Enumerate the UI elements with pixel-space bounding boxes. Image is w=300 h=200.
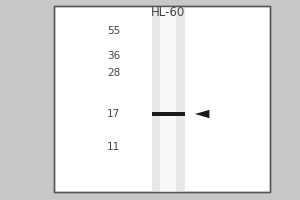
- Bar: [160, 6, 176, 192]
- Bar: [152, 112, 184, 116]
- Text: 36: 36: [107, 51, 120, 61]
- Text: HL-60: HL-60: [151, 6, 185, 20]
- Text: 11: 11: [107, 142, 120, 152]
- Text: 28: 28: [107, 68, 120, 78]
- Text: 55: 55: [107, 26, 120, 36]
- Bar: [54, 6, 270, 192]
- Polygon shape: [195, 110, 209, 118]
- Text: 17: 17: [107, 109, 120, 119]
- Bar: [152, 6, 184, 192]
- Bar: [54, 6, 270, 192]
